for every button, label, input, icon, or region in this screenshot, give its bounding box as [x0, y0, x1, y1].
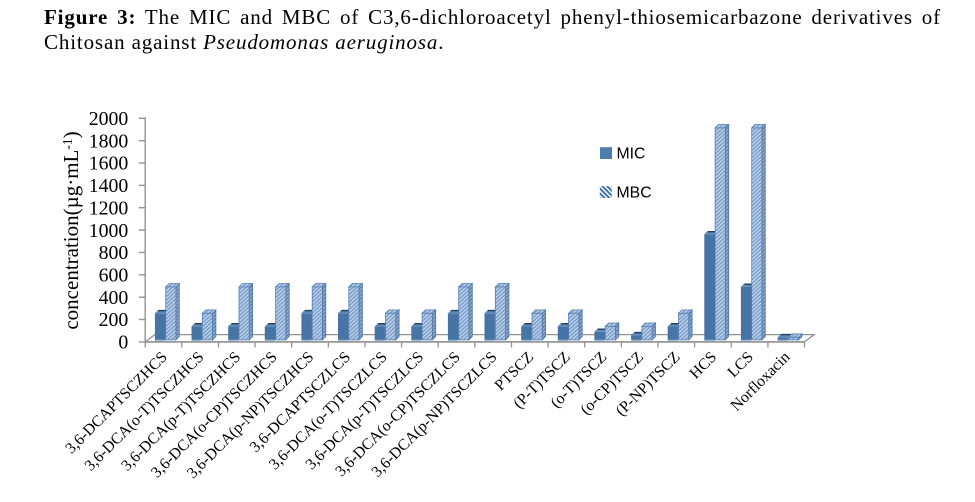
svg-text:200: 200 [99, 309, 129, 331]
svg-text:1600: 1600 [89, 153, 129, 175]
svg-text:HCS: HCS [686, 349, 720, 383]
svg-text:1400: 1400 [89, 175, 129, 197]
svg-text:LCS: LCS [724, 349, 757, 382]
svg-text:MBC: MBC [617, 185, 652, 202]
svg-text:400: 400 [99, 287, 129, 309]
svg-text:0: 0 [118, 332, 128, 354]
svg-text:1800: 1800 [89, 130, 129, 152]
svg-text:2000: 2000 [89, 108, 129, 130]
svg-text:800: 800 [99, 242, 129, 264]
svg-text:MIC: MIC [617, 146, 646, 163]
svg-text:concentration(µg·mL-1): concentration(µg·mL-1) [59, 131, 83, 329]
svg-text:600: 600 [99, 265, 129, 287]
svg-text:1200: 1200 [89, 197, 129, 219]
svg-text:1000: 1000 [89, 220, 129, 242]
